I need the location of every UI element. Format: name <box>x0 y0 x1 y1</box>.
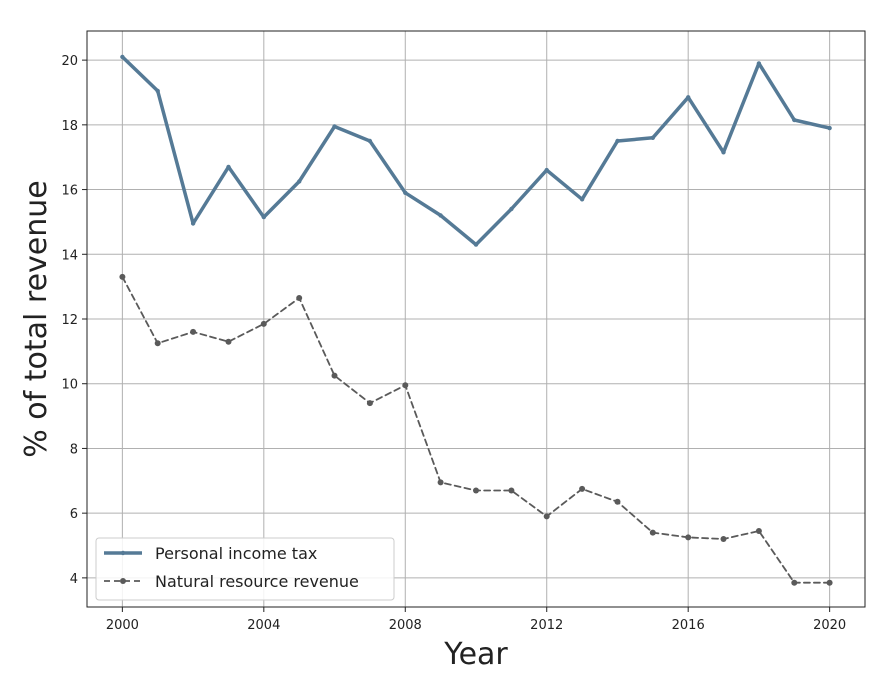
y-tick-label: 18 <box>61 119 78 134</box>
data-point-personal-income-tax <box>403 190 408 195</box>
data-point-personal-income-tax <box>438 213 443 218</box>
data-point-personal-income-tax <box>155 88 160 94</box>
legend-box <box>95 537 395 601</box>
x-tick-label: 2008 <box>389 618 422 633</box>
data-point-natural-resource-revenue <box>473 487 479 494</box>
data-point-natural-resource-revenue <box>685 534 692 541</box>
data-point-natural-resource-revenue <box>826 579 833 586</box>
y-tick-label: 16 <box>61 184 78 199</box>
data-point-personal-income-tax <box>544 167 549 173</box>
axis-ticks: 2000 2004 2008 2012 2016 2020 4 6 8 10 12 14 16 18 20 <box>61 54 846 633</box>
data-point-personal-income-tax <box>367 138 373 144</box>
y-tick-label: 10 <box>61 378 78 393</box>
x-tick-label: 2004 <box>247 618 280 633</box>
data-point-natural-resource-revenue <box>720 536 727 542</box>
data-point-personal-income-tax <box>792 117 797 123</box>
legend-label-natural-resource-revenue: Natural resource revenue <box>155 572 359 591</box>
y-tick-label: 20 <box>61 54 78 69</box>
y-axis-title: % of total revenue <box>19 180 54 457</box>
data-point-personal-income-tax <box>756 61 762 66</box>
data-point-personal-income-tax <box>120 54 125 60</box>
y-tick-label: 6 <box>70 507 78 522</box>
data-point-natural-resource-revenue <box>119 273 126 280</box>
x-tick-label: 2012 <box>530 618 563 633</box>
y-tick-label: 14 <box>61 248 78 263</box>
data-point-personal-income-tax <box>686 95 691 100</box>
data-point-natural-resource-revenue <box>296 295 303 301</box>
data-point-natural-resource-revenue <box>225 338 232 345</box>
data-point-natural-resource-revenue <box>791 579 798 586</box>
data-point-personal-income-tax <box>190 221 196 226</box>
data-point-natural-resource-revenue <box>190 328 197 335</box>
data-point-personal-income-tax <box>332 124 337 129</box>
data-point-natural-resource-revenue <box>614 498 621 505</box>
grid-lines <box>87 31 865 607</box>
x-tick-label: 2000 <box>106 618 139 633</box>
y-tick-label: 4 <box>70 572 78 587</box>
data-point-natural-resource-revenue <box>755 528 762 534</box>
data-point-natural-resource-revenue <box>260 320 267 327</box>
legend-label-personal-income-tax: Personal income tax <box>155 544 317 563</box>
y-tick-label: 12 <box>61 313 78 328</box>
data-point-natural-resource-revenue <box>649 529 656 536</box>
series-layer <box>119 54 833 586</box>
x-tick-label: 2016 <box>672 618 705 633</box>
data-point-personal-income-tax <box>721 150 726 155</box>
legend-marker-personal-income-tax <box>120 550 126 556</box>
legend-marker-natural-resource-revenue <box>120 578 126 584</box>
data-point-personal-income-tax <box>827 125 832 131</box>
legend: Personal income tax Natural resource rev… <box>95 537 395 601</box>
data-point-natural-resource-revenue <box>508 487 515 494</box>
data-point-natural-resource-revenue <box>366 400 373 407</box>
x-tick-label: 2020 <box>813 618 846 633</box>
data-point-personal-income-tax <box>473 242 479 247</box>
data-point-natural-resource-revenue <box>543 513 550 520</box>
data-point-personal-income-tax <box>615 138 620 144</box>
data-point-personal-income-tax <box>261 214 266 220</box>
data-point-natural-resource-revenue <box>437 479 444 486</box>
data-point-personal-income-tax <box>226 164 231 170</box>
x-axis-title: Year <box>443 637 508 672</box>
data-point-natural-resource-revenue <box>402 382 409 389</box>
data-point-natural-resource-revenue <box>154 340 161 347</box>
data-point-personal-income-tax <box>509 206 514 212</box>
data-point-natural-resource-revenue <box>579 485 586 492</box>
data-point-personal-income-tax <box>650 135 655 140</box>
data-point-personal-income-tax <box>297 179 302 184</box>
y-tick-label: 8 <box>70 442 78 457</box>
data-point-natural-resource-revenue <box>331 372 338 379</box>
data-point-personal-income-tax <box>579 197 585 202</box>
